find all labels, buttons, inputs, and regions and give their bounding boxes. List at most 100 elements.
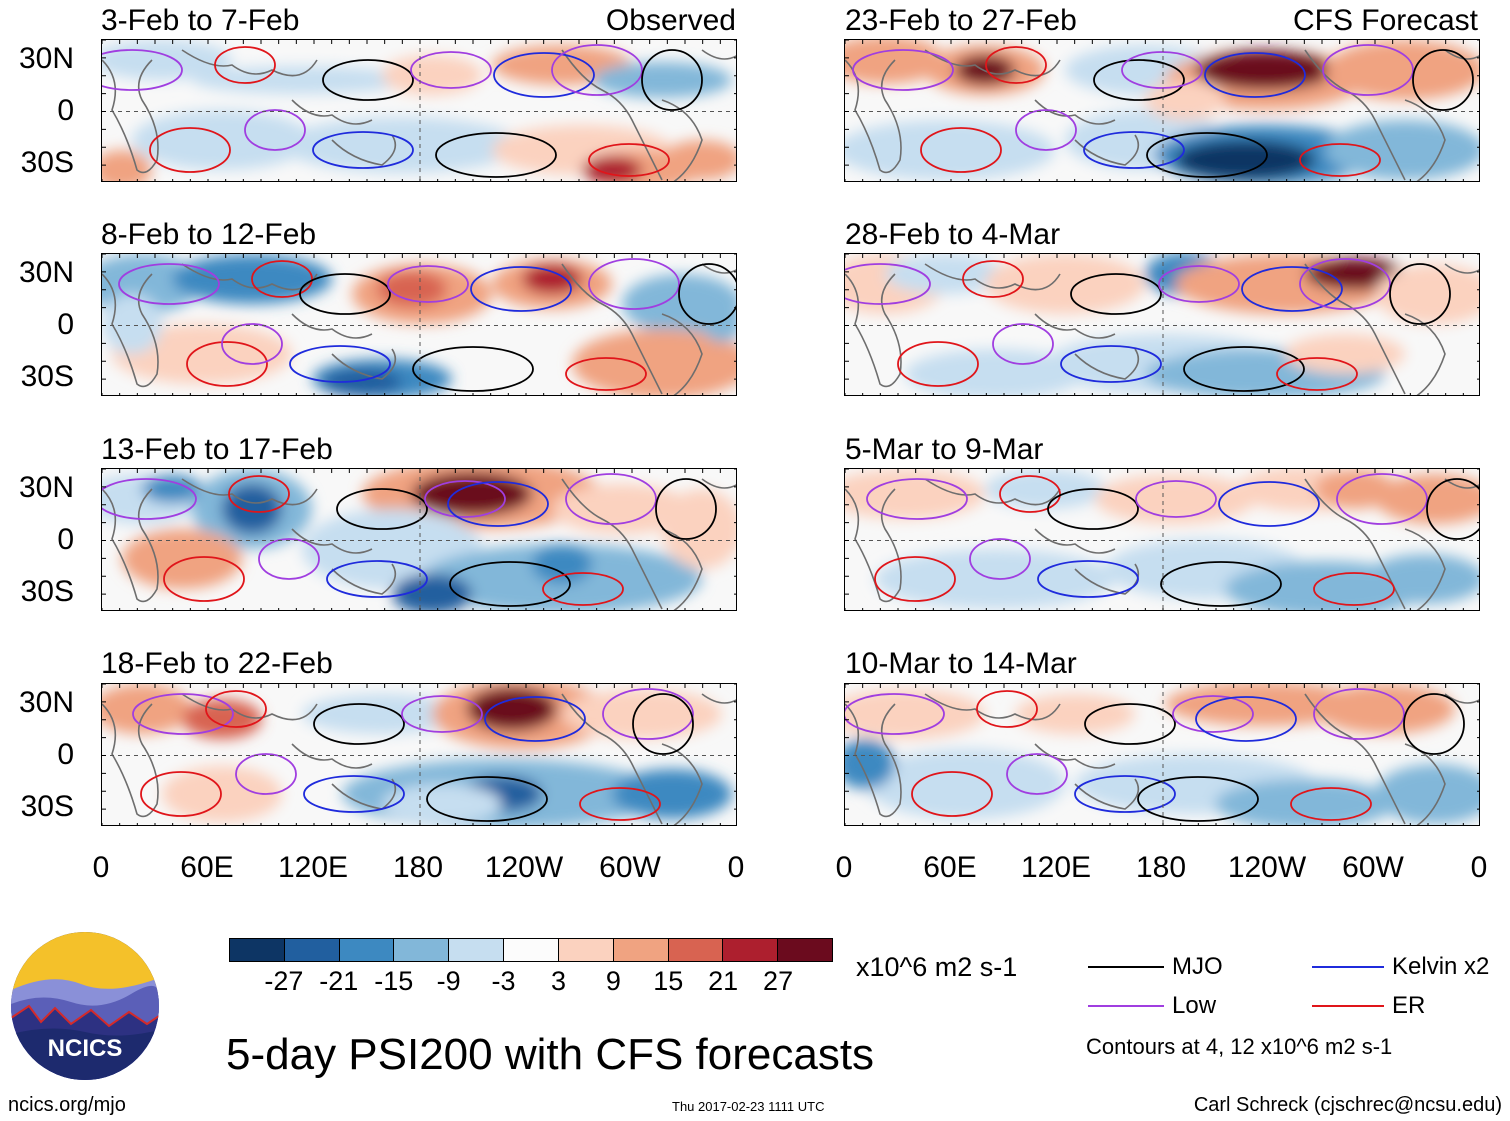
lat-label-30n: 30N [18, 256, 74, 289]
anomaly-blob [582, 156, 642, 181]
map-svg [102, 684, 736, 825]
lon-label-120w: 120W [1227, 851, 1307, 884]
lon-label-60e: 60E [180, 851, 234, 884]
lat-label-30n: 30N [18, 471, 74, 504]
anomaly-blob [1095, 474, 1255, 524]
colorbar-cell [284, 939, 340, 961]
colorbar-cell [723, 939, 779, 961]
lat-label-0: 0 [57, 94, 74, 127]
coastlines [102, 478, 736, 610]
panel-title-right-2: 28-Feb to 4-Mar [845, 218, 1061, 251]
footer-timestamp: Thu 2017-02-23 1111 UTC [672, 1099, 825, 1114]
map-svg [102, 469, 736, 610]
anomaly-blob [572, 329, 736, 395]
legend-label-mjo: MJO [1172, 953, 1223, 980]
map-panel-obs-1 [101, 39, 737, 182]
footer-author: Carl Schreck (cjschrec@ncsu.edu) [1193, 1094, 1502, 1116]
colorbar-tick: -27 [264, 966, 304, 996]
anomaly-blob [1285, 334, 1405, 374]
anomaly-blob [845, 469, 985, 519]
anomaly-blob [1015, 694, 1135, 734]
panel-title-left-1: 3-Feb to 7-Feb [101, 4, 300, 37]
map-svg [102, 40, 736, 181]
anomaly-blob [1365, 554, 1479, 604]
map-svg [845, 469, 1479, 610]
panel-title-right-3: 5-Mar to 9-Mar [845, 433, 1044, 466]
lat-label-30s: 30S [20, 575, 74, 608]
legend-label-low: Low [1172, 992, 1217, 1019]
lon-label-0: 0 [92, 851, 110, 884]
anomaly-blob [1305, 258, 1405, 290]
colorbar-cell [558, 939, 614, 961]
anomaly-blob [662, 489, 736, 569]
anomaly-blob [552, 484, 692, 534]
map-panel-fcst-3 [844, 468, 1480, 611]
legend-line-er [1312, 1005, 1384, 1007]
anomaly-blob [845, 739, 895, 789]
lon-label-180: 180 [1135, 851, 1187, 884]
colorbar-tick: 21 [708, 966, 739, 996]
anomaly-blob [532, 544, 592, 584]
footer-site: ncics.org/mjo [8, 1094, 126, 1116]
legend-label-kelvin: Kelvin x2 [1392, 953, 1490, 980]
anomaly-blob [282, 117, 522, 173]
contour-note: Contours at 4, 12 x10^6 m2 s-1 [1086, 1034, 1393, 1059]
anomaly-blob [1375, 264, 1479, 324]
map-svg [845, 684, 1479, 825]
ncics-logo: NCICS [11, 932, 159, 1080]
anomaly-blob [662, 140, 736, 180]
colorbar-tick: -3 [491, 966, 516, 996]
panel-title-right-4: 10-Mar to 14-Mar [845, 647, 1077, 680]
anomaly-blob [382, 55, 482, 95]
lat-label-30n: 30N [18, 42, 74, 75]
legend-line-low [1088, 1005, 1164, 1007]
panel-title-left-3: 13-Feb to 17-Feb [101, 433, 333, 466]
anomaly-blob [382, 784, 502, 824]
lon-label-60e: 60E [923, 851, 977, 884]
anomaly-blob [1165, 684, 1365, 726]
colorbar-cell [668, 939, 724, 961]
colorbar-cell [613, 939, 669, 961]
anomaly-blob [845, 689, 985, 739]
colorbar-tick: -21 [319, 966, 359, 996]
colorbar-units: x10^6 m2 s-1 [856, 952, 1018, 982]
legend-label-er: ER [1392, 992, 1426, 1019]
coastlines [845, 263, 1479, 395]
anomaly-blob [102, 150, 152, 181]
lon-label-0: 0 [835, 851, 853, 884]
lon-label-120w: 120W [484, 851, 564, 884]
coastlines [102, 49, 736, 181]
anomaly-blob [467, 687, 557, 731]
lon-label-60w: 60W [599, 851, 661, 884]
anomaly-blob [1325, 120, 1479, 180]
logo-graphic: NCICS [11, 932, 159, 1080]
wave-contours [852, 44, 1474, 178]
map-panel-fcst-4 [844, 683, 1480, 826]
lat-label-30s: 30S [20, 146, 74, 179]
colorbar-cell [778, 939, 832, 961]
anomaly-blob [955, 55, 1015, 85]
anomaly-blob [1375, 764, 1479, 824]
lon-label-60w: 60W [1342, 851, 1404, 884]
wave-contours [118, 258, 736, 392]
lat-label-0: 0 [57, 308, 74, 341]
anomaly-blob [122, 529, 242, 589]
map-svg [845, 40, 1479, 181]
anomaly-blob [865, 749, 1065, 819]
panel-title-left-4: 18-Feb to 22-Feb [101, 647, 333, 680]
coastlines [845, 478, 1479, 610]
anomaly-blob [562, 689, 722, 739]
observed-tag: Observed [605, 4, 736, 37]
anomaly-blob [222, 484, 282, 534]
coastlines [845, 49, 1479, 181]
lat-label-30n: 30N [18, 686, 74, 719]
coastlines [102, 693, 736, 825]
lat-label-0: 0 [57, 738, 74, 771]
colorbar-cell [394, 939, 450, 961]
anomaly-blob [192, 66, 412, 94]
anomaly-blob [612, 769, 732, 819]
colorbar-cell [339, 939, 395, 961]
lon-label-0-end: 0 [727, 851, 745, 884]
coastlines [845, 693, 1479, 825]
anomaly-blob [302, 694, 462, 734]
